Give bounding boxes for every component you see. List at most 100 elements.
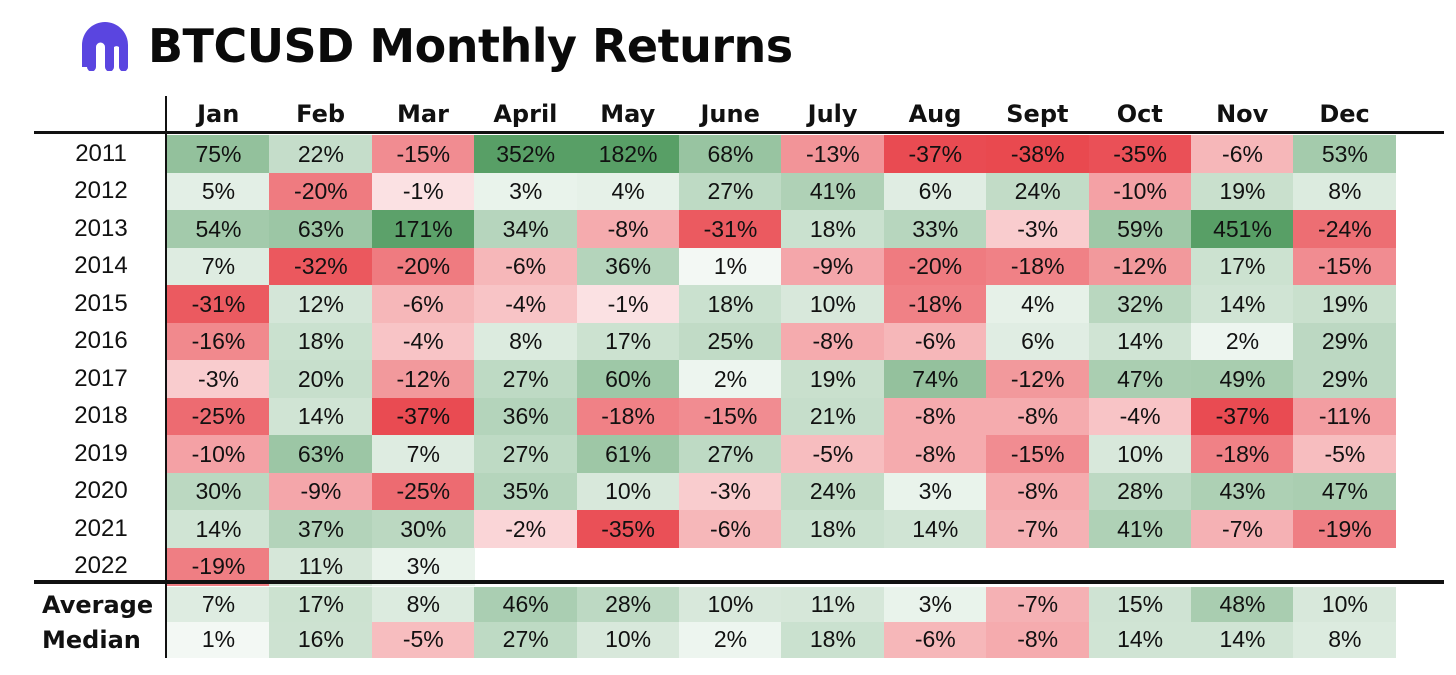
heatmap-cell: 34% — [474, 210, 578, 249]
heatmap-cell: 14% — [1088, 322, 1192, 361]
heatmap-cell: 14% — [269, 397, 373, 436]
row-label-2011: 2011 — [75, 139, 127, 167]
heatmap-cell: 61% — [576, 435, 680, 474]
column-header-dec: Dec — [1319, 100, 1370, 128]
heatmap-cell: -5% — [1293, 435, 1397, 474]
heatmap-cell: 29% — [1293, 322, 1397, 361]
heatmap-cell: -8% — [986, 472, 1090, 511]
heatmap-cell: 10% — [576, 472, 680, 511]
stat-cell: 27% — [474, 622, 578, 658]
heatmap-cell: 54% — [167, 210, 270, 249]
column-header-july: July — [807, 100, 858, 128]
heatmap-cell: 28% — [1088, 472, 1192, 511]
column-header-oct: Oct — [1116, 100, 1163, 128]
heatmap-cell: 22% — [269, 135, 373, 174]
stat-cell: 1% — [167, 622, 270, 658]
heatmap-cell: 24% — [781, 472, 885, 511]
row-label-2016: 2016 — [74, 327, 128, 355]
heatmap-cell: -8% — [883, 397, 987, 436]
column-header-sept: Sept — [1006, 100, 1069, 128]
heatmap-cell: 7% — [167, 247, 270, 286]
heatmap-cell: 49% — [1191, 360, 1294, 399]
heatmap-cell: -19% — [1293, 510, 1397, 549]
column-header-jan: Jan — [197, 100, 240, 128]
heatmap-cell: 53% — [1293, 135, 1397, 174]
heatmap-cell: -6% — [371, 285, 475, 324]
heatmap-cell: 5% — [167, 172, 270, 211]
heatmap-cell: -7% — [1191, 510, 1294, 549]
column-header-aug: Aug — [908, 100, 962, 128]
heatmap-cell: 3% — [883, 472, 987, 511]
heatmap-cell: -24% — [1293, 210, 1397, 249]
heatmap-cell: -20% — [883, 247, 987, 286]
heatmap-cell: -13% — [781, 135, 885, 174]
heatmap-cell: -5% — [781, 435, 885, 474]
heatmap-cell: -12% — [371, 360, 475, 399]
stat-cell: 18% — [781, 622, 885, 658]
heatmap-cell: 10% — [1088, 435, 1192, 474]
heatmap-cell: -1% — [576, 285, 680, 324]
heatmap-cell: 30% — [167, 472, 270, 511]
heatmap-cell: -35% — [576, 510, 680, 549]
row-label-2017: 2017 — [74, 364, 128, 392]
stat-cell: 10% — [1293, 587, 1397, 623]
heatmap-cell: 36% — [576, 247, 680, 286]
heatmap-cell: 14% — [883, 510, 987, 549]
heatmap-cell: 63% — [269, 435, 373, 474]
heatmap-cell: -15% — [1293, 247, 1397, 286]
heatmap-cell: 7% — [371, 435, 475, 474]
stat-cell: 10% — [679, 587, 782, 623]
heatmap-cell: 27% — [474, 360, 578, 399]
heatmap-cell: -8% — [883, 435, 987, 474]
stat-cell: -5% — [371, 622, 475, 658]
row-label-2018: 2018 — [74, 402, 128, 430]
row-label-2022: 2022 — [74, 552, 128, 580]
heatmap-cell: 43% — [1191, 472, 1294, 511]
heatmap-cell: 4% — [576, 172, 680, 211]
heatmap-cell: -3% — [167, 360, 270, 399]
heatmap-cell: 352% — [474, 135, 578, 174]
stat-cell: 8% — [1293, 622, 1397, 658]
stat-label-average: Average — [42, 590, 154, 619]
heatmap-cell: -38% — [986, 135, 1090, 174]
heatmap-cell: 14% — [167, 510, 270, 549]
heatmap-cell: -9% — [269, 472, 373, 511]
heatmap-cell: -25% — [167, 397, 270, 436]
heatmap-cell: -10% — [167, 435, 270, 474]
stat-cell: 15% — [1088, 587, 1192, 623]
heatmap-cell: -18% — [576, 397, 680, 436]
heatmap-cell: 63% — [269, 210, 373, 249]
stat-cell: 14% — [1088, 622, 1192, 658]
heatmap-cell: -37% — [371, 397, 475, 436]
heatmap-cell: 47% — [1088, 360, 1192, 399]
heatmap-cell: -4% — [371, 322, 475, 361]
heatmap-cell: -15% — [371, 135, 475, 174]
heatmap-cell: 182% — [576, 135, 680, 174]
heatmap-cell: -15% — [679, 397, 782, 436]
stat-cell: 17% — [269, 587, 373, 623]
heatmap-cell: -37% — [1191, 397, 1294, 436]
stat-cell: 10% — [576, 622, 680, 658]
heatmap-cell: 17% — [576, 322, 680, 361]
heatmap-cell: 4% — [986, 285, 1090, 324]
row-label-2019: 2019 — [74, 439, 128, 467]
heatmap-cell: -6% — [883, 322, 987, 361]
heatmap-cell: -20% — [269, 172, 373, 211]
heatmap-cell: 41% — [1088, 510, 1192, 549]
heatmap-cell: -3% — [986, 210, 1090, 249]
heatmap-cell: 60% — [576, 360, 680, 399]
heatmap-cell: -31% — [679, 210, 782, 249]
heatmap-cell: -12% — [1088, 247, 1192, 286]
heatmap-cell: 35% — [474, 472, 578, 511]
heatmap-cell: -4% — [1088, 397, 1192, 436]
heatmap-cell: -18% — [986, 247, 1090, 286]
heatmap-cell: -4% — [474, 285, 578, 324]
heatmap-cell: 17% — [1191, 247, 1294, 286]
heatmap-cell: 10% — [781, 285, 885, 324]
stat-cell: 7% — [167, 587, 270, 623]
heatmap-cell: 19% — [781, 360, 885, 399]
heatmap-cell: 27% — [679, 435, 782, 474]
row-label-2012: 2012 — [74, 177, 128, 205]
heatmap-cell: 451% — [1191, 210, 1294, 249]
stat-cell: 8% — [371, 587, 475, 623]
